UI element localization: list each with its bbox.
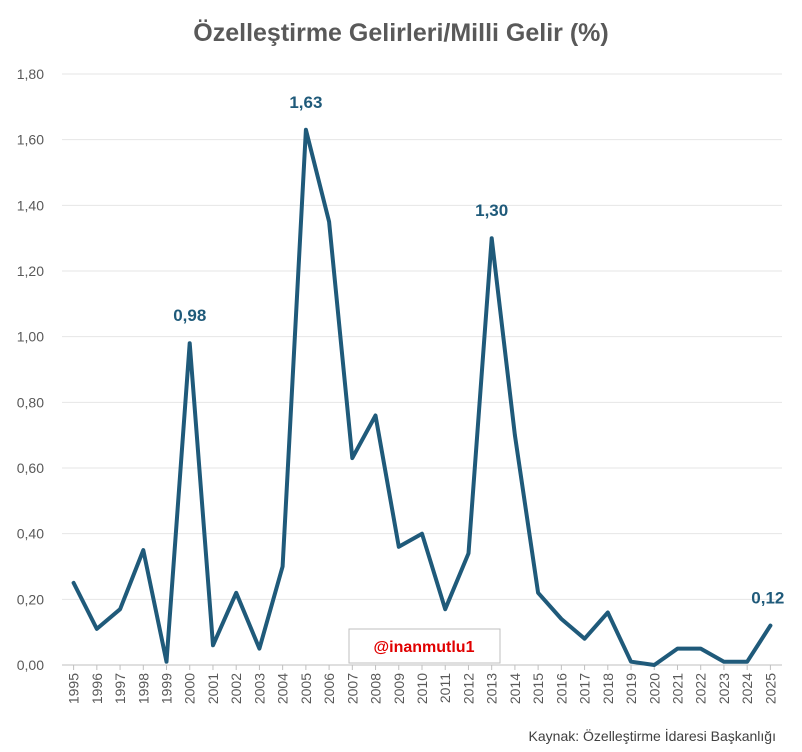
x-tick-label: 2011 <box>437 673 453 703</box>
y-tick-label: 0,40 <box>17 526 44 542</box>
data-label: 1,63 <box>289 93 322 112</box>
y-tick-label: 0,60 <box>17 460 44 476</box>
x-tick-label: 2021 <box>669 673 685 704</box>
grid-lines <box>62 73 782 666</box>
x-tick-label: 1998 <box>135 673 151 704</box>
x-tick-label: 2022 <box>693 673 709 704</box>
x-tick-label: 2005 <box>298 673 314 704</box>
y-tick-label: 1,00 <box>17 329 44 345</box>
series-line <box>71 127 773 667</box>
x-tick-label: 1995 <box>66 673 82 704</box>
watermark-box <box>348 628 501 664</box>
x-tick-label: 2024 <box>739 673 755 704</box>
x-tick-label: 2000 <box>182 673 198 704</box>
watermark: @inanmutlu1 <box>348 628 501 664</box>
y-tick-label: 0,00 <box>17 657 44 673</box>
y-tick-label: 1,60 <box>17 132 44 148</box>
y-tick-label: 1,40 <box>17 197 44 213</box>
x-tick-label: 2025 <box>762 673 778 704</box>
x-tick-label: 2013 <box>484 673 500 704</box>
x-tick-label: 2003 <box>251 673 267 704</box>
source-note: Kaynak: Özelleştirme İdaresi Başkanlığı <box>529 727 776 744</box>
y-tick-label: 0,20 <box>17 591 44 607</box>
x-tick-label: 1999 <box>159 673 175 704</box>
data-label: 0,98 <box>173 306 206 325</box>
chart-title: Özelleştirme Gelirleri/Milli Gelir (%) <box>193 18 608 47</box>
data-label: 1,30 <box>475 201 508 220</box>
x-tick-label: 1996 <box>89 673 105 704</box>
x-tick-label: 2019 <box>623 673 639 704</box>
x-tick-label: 2018 <box>600 673 616 704</box>
data-label: 0,12 <box>751 589 784 608</box>
x-tick-label: 2023 <box>716 673 732 704</box>
x-tick-label: 2004 <box>275 673 291 704</box>
x-tick-label: 2006 <box>321 673 337 704</box>
data-labels: 0,98 1,63 1,30 0,12 <box>173 93 784 608</box>
x-tick-label: 2012 <box>460 673 476 704</box>
y-tick-label: 0,80 <box>17 394 44 410</box>
watermark-text: @inanmutlu1 <box>374 639 475 656</box>
y-tick-label: 1,20 <box>17 263 44 279</box>
x-tick-label: 2008 <box>368 673 384 704</box>
x-tick-label: 2014 <box>507 673 523 704</box>
x-tick-label: 2017 <box>577 673 593 704</box>
x-tick-label: 2020 <box>646 673 662 704</box>
y-axis-ticks: 0,00 0,20 0,40 0,60 0,80 1,00 1,20 1,40 1,60 1,80 <box>17 66 44 673</box>
x-tick-label: 1997 <box>112 673 128 704</box>
x-tick-label: 2010 <box>414 673 430 704</box>
x-tick-label: 2007 <box>344 673 360 704</box>
x-tick-label: 2002 <box>228 673 244 704</box>
x-tick-label: 2009 <box>391 673 407 704</box>
x-tick-label: 2001 <box>205 673 221 704</box>
x-tick-label: 2016 <box>553 673 569 704</box>
x-tick-label: 2015 <box>530 673 546 704</box>
y-tick-label: 1,80 <box>17 66 44 82</box>
x-axis-ticks: 1995 1996 1997 1998 1999 2000 2001 2002 2003 2004… <box>66 665 778 704</box>
